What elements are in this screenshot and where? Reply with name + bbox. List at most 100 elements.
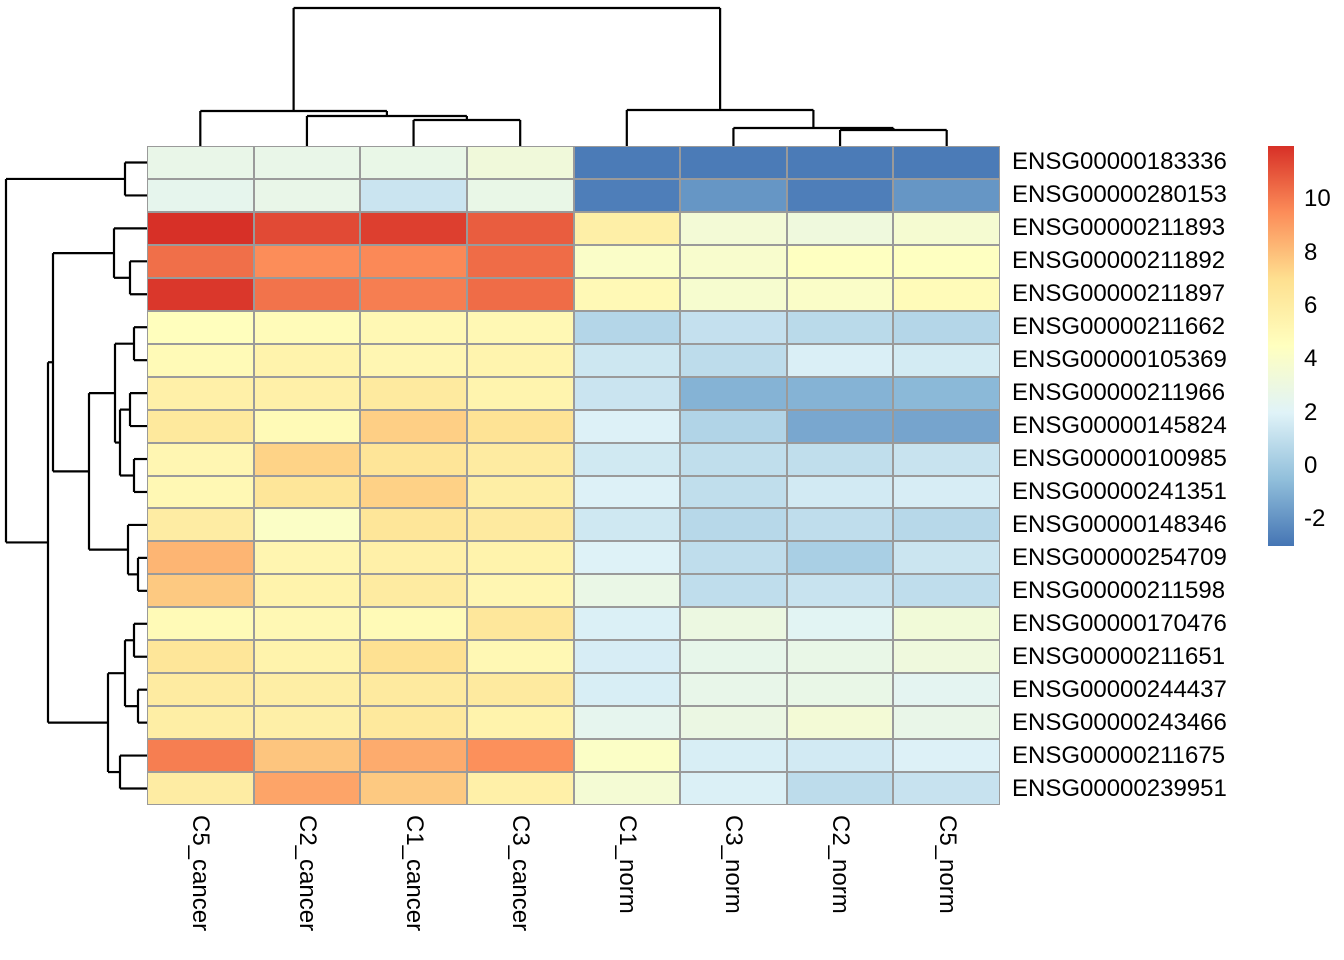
row-label: ENSG00000145824 [1012, 412, 1227, 440]
heatmap-cell [360, 640, 467, 674]
heatmap-cell [466, 277, 574, 311]
heatmap-cell [573, 146, 681, 179]
heatmap-cell [573, 442, 681, 476]
row-label: ENSG00000211893 [1012, 214, 1226, 242]
heatmap-cell [573, 508, 681, 542]
heatmap-cell [360, 574, 467, 608]
heatmap-cell [466, 146, 574, 179]
heatmap-cell [466, 409, 574, 443]
column-label: C3_norm [720, 815, 748, 914]
heatmap-cell [786, 343, 894, 377]
column-label: C1_cancer [400, 815, 428, 932]
heatmap-cell [680, 343, 787, 377]
heatmap-cell [786, 442, 894, 476]
heatmap-cell [147, 706, 254, 740]
column-label: C2_cancer [293, 815, 321, 932]
heatmap-cell [253, 409, 361, 443]
row-label: ENSG00000211598 [1012, 576, 1226, 604]
heatmap-cell [786, 277, 894, 311]
row-label: ENSG00000183336 [1012, 148, 1227, 176]
heatmap-cell [360, 772, 467, 805]
heatmap-cell [147, 673, 254, 707]
heatmap-cell [253, 541, 361, 575]
row-label: ENSG00000243466 [1012, 708, 1227, 736]
heatmap-cell [573, 178, 681, 212]
row-label: ENSG00000254709 [1012, 543, 1227, 571]
heatmap-cell [680, 244, 787, 278]
heatmap-cell [573, 409, 681, 443]
heatmap-cell [466, 211, 574, 245]
heatmap-cell [573, 640, 681, 674]
heatmap-cell [680, 310, 787, 344]
heatmap-cell [573, 673, 681, 707]
heatmap-cell [573, 211, 681, 245]
heatmap-cell [466, 673, 574, 707]
heatmap-cell [360, 475, 467, 509]
heatmap-cell [253, 508, 361, 542]
row-label: ENSG00000239951 [1012, 774, 1227, 802]
legend-tick-label: 0 [1304, 452, 1318, 479]
heatmap-cell [466, 475, 574, 509]
heatmap-cell [893, 607, 1000, 641]
heatmap-cell [360, 673, 467, 707]
heatmap-cell [893, 244, 1000, 278]
row-label: ENSG00000211675 [1012, 741, 1226, 769]
heatmap-cell [786, 211, 894, 245]
heatmap-cell [893, 772, 1000, 805]
heatmap-cell [253, 277, 361, 311]
heatmap-cell [786, 310, 894, 344]
heatmap-cell [360, 706, 467, 740]
heatmap-cell [147, 277, 254, 311]
heatmap-cell [893, 343, 1000, 377]
heatmap-cell [147, 310, 254, 344]
heatmap-cell [680, 574, 787, 608]
heatmap-cell [680, 541, 787, 575]
heatmap-cell [893, 442, 1000, 476]
heatmap-cell [893, 541, 1000, 575]
heatmap-cell [360, 409, 467, 443]
column-label: C3_cancer [507, 815, 535, 932]
heatmap-cell [573, 772, 681, 805]
heatmap-cell [466, 706, 574, 740]
row-label: ENSG00000170476 [1012, 609, 1227, 637]
heatmap-cell [466, 607, 574, 641]
heatmap-cell [680, 376, 787, 410]
heatmap-cell [786, 541, 894, 575]
heatmap-cell [786, 146, 894, 179]
heatmap-cell [466, 640, 574, 674]
heatmap-cell [680, 211, 787, 245]
heatmap-cell [893, 178, 1000, 212]
heatmap-cell [893, 640, 1000, 674]
row-label: ENSG00000105369 [1012, 346, 1227, 374]
legend-tick-label: 4 [1304, 345, 1318, 373]
heatmap-cell [147, 607, 254, 641]
heatmap-cell [786, 706, 894, 740]
legend-tick-label: 2 [1304, 398, 1318, 426]
heatmap-cell [147, 772, 254, 805]
heatmap-cell [680, 640, 787, 674]
row-label: ENSG00000100985 [1012, 445, 1227, 473]
heatmap-cell [466, 442, 574, 476]
heatmap-cell [253, 146, 361, 179]
heatmap-cell [147, 376, 254, 410]
heatmap-cell [253, 739, 361, 773]
row-label: ENSG00000148346 [1012, 510, 1227, 538]
heatmap-cell [360, 211, 467, 245]
heatmap-cell [253, 640, 361, 674]
row-label: ENSG00000241351 [1012, 477, 1227, 505]
heatmap-cell [466, 739, 574, 773]
heatmap-cell [253, 211, 361, 245]
heatmap-cell [253, 442, 361, 476]
heatmap-cell [147, 211, 254, 245]
heatmap-cell [786, 772, 894, 805]
heatmap-cell [147, 541, 254, 575]
heatmap-cell [360, 146, 467, 179]
heatmap-cell [466, 244, 574, 278]
heatmap-cell [573, 277, 681, 311]
heatmap-cell [680, 739, 787, 773]
heatmap-grid [147, 146, 1000, 805]
heatmap-cell [360, 376, 467, 410]
heatmap-cell [360, 277, 467, 311]
legend-tick-label: 10 [1304, 185, 1331, 213]
heatmap-cell [893, 146, 1000, 179]
